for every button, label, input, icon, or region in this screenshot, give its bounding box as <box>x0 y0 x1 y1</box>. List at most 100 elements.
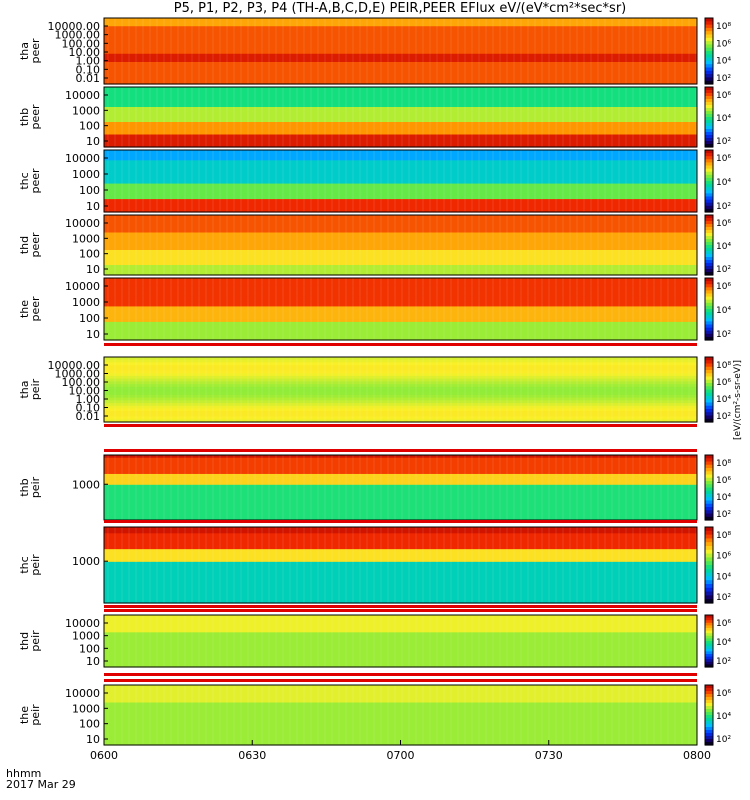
spectrogram-striation <box>205 18 207 84</box>
spectrogram-striation <box>688 87 690 147</box>
spectrogram-striation <box>135 685 137 745</box>
panel-label-line1: the <box>18 300 31 318</box>
spectrogram-striation <box>415 278 417 340</box>
spectrogram-striation <box>184 87 186 147</box>
spectrogram-striation <box>135 87 137 147</box>
spectrogram-striation <box>485 18 487 84</box>
spectrogram-band <box>104 175 697 180</box>
spectrogram-striation <box>191 615 193 667</box>
spectrogram-band <box>104 381 697 385</box>
spectrogram-striation <box>625 357 627 422</box>
spectrogram-striation <box>485 278 487 340</box>
spectrogram-striation <box>436 685 438 745</box>
colorbar-segment <box>705 202 713 207</box>
spectrogram-striation <box>436 150 438 212</box>
panel-thb-peer: thbpeer 10000 1000 100 10 10⁶ 10⁴ 10² <box>18 86 731 148</box>
spectrogram-striation <box>534 278 536 340</box>
spectrogram-band <box>104 334 697 339</box>
spectrogram-striation <box>198 357 200 422</box>
spectrogram-striation <box>191 455 193 520</box>
spectrogram-striation <box>450 357 452 422</box>
spectrogram-striation <box>149 87 151 147</box>
spectrogram-striation <box>688 357 690 422</box>
spectrogram-striation <box>422 615 424 667</box>
spectrogram-striation <box>562 455 564 520</box>
spectrogram-striation <box>107 455 109 520</box>
spectrogram-striation <box>233 357 235 422</box>
colorbar-segment <box>705 638 713 642</box>
spectrogram-band <box>104 501 697 505</box>
spectrogram-striation <box>681 278 683 340</box>
spectrogram-band <box>104 267 697 271</box>
spectrogram-striation <box>429 278 431 340</box>
y-tick-label: 1000.00 <box>55 29 101 42</box>
spectrogram-striation <box>177 615 179 667</box>
spectrogram-striation <box>611 278 613 340</box>
colorbar-tick-label: 10⁶ <box>716 219 731 229</box>
spectrogram-striation <box>457 527 459 603</box>
spectrogram-striation <box>366 455 368 520</box>
spectrogram-striation <box>324 357 326 422</box>
spectrogram-striation <box>478 215 480 275</box>
spectrogram-striation <box>569 615 571 667</box>
spectrogram-striation <box>289 527 291 603</box>
spectrogram-striation <box>191 357 193 422</box>
spectrogram-striation <box>604 357 606 422</box>
spectrogram-striation <box>128 527 130 603</box>
spectrogram-striation <box>499 455 501 520</box>
spectrogram-striation <box>562 215 564 275</box>
y-tick-label: 10 <box>86 655 100 668</box>
spectrogram-striation <box>408 615 410 667</box>
y-tick-label: 10 <box>86 263 100 276</box>
spectrogram-band <box>104 255 697 259</box>
colorbar-segment <box>705 389 713 394</box>
spectrogram-striation <box>562 357 564 422</box>
spectrogram-band <box>104 599 697 604</box>
spectrogram-striation <box>618 527 620 603</box>
colorbar-segment <box>705 312 713 316</box>
spectrogram-striation <box>464 18 466 84</box>
spectrogram-striation <box>534 215 536 275</box>
spectrogram-striation <box>632 150 634 212</box>
spectrogram-striation <box>233 18 235 84</box>
panel-label: thepeer <box>18 296 42 322</box>
colorbar-segment <box>705 257 713 261</box>
colorbar-segment <box>705 41 713 45</box>
y-tick-label: 10000 <box>65 280 100 293</box>
spectrogram-striation <box>695 18 697 84</box>
spectrogram-band <box>104 327 697 331</box>
spectrogram-striation <box>527 685 529 745</box>
colorbar-tick-label: 10⁸ <box>716 361 731 371</box>
y-tick-label: 1.00 <box>76 393 101 406</box>
spectrogram-striation <box>618 150 620 212</box>
panel-frame <box>103 614 698 668</box>
spectrogram-striation <box>128 278 130 340</box>
spectrogram-striation <box>149 357 151 422</box>
spectrogram-striation <box>590 215 592 275</box>
spectrogram-band <box>104 303 697 308</box>
spectrogram-band <box>104 411 697 415</box>
spectrogram-striation <box>170 615 172 667</box>
spectrogram-striation <box>429 150 431 212</box>
spectrogram-striation <box>401 615 403 667</box>
spectrogram-band <box>104 270 697 274</box>
spectrogram-band <box>104 102 697 106</box>
spectrogram-striation <box>394 455 396 520</box>
spectrogram-striation <box>191 215 193 275</box>
spectrogram-band <box>104 685 697 689</box>
panel-label: thdpeer <box>18 232 42 258</box>
spectrogram-striation <box>296 685 298 745</box>
spectrogram-striation <box>667 215 669 275</box>
spectrogram-band <box>104 48 697 52</box>
spectrogram-band <box>104 375 697 380</box>
spectrogram-striation <box>387 215 389 275</box>
colorbar-segment <box>705 321 713 326</box>
spectrogram-striation <box>205 615 207 667</box>
spectrogram-striation <box>506 527 508 603</box>
spectrogram-striation <box>604 455 606 520</box>
spectrogram-band <box>104 314 697 318</box>
spectrogram-striation <box>674 455 676 520</box>
colorbar-tick-label: 10⁶ <box>716 154 731 164</box>
spectrogram-striation <box>107 87 109 147</box>
colorbar-tick-label: 10⁴ <box>716 638 731 648</box>
